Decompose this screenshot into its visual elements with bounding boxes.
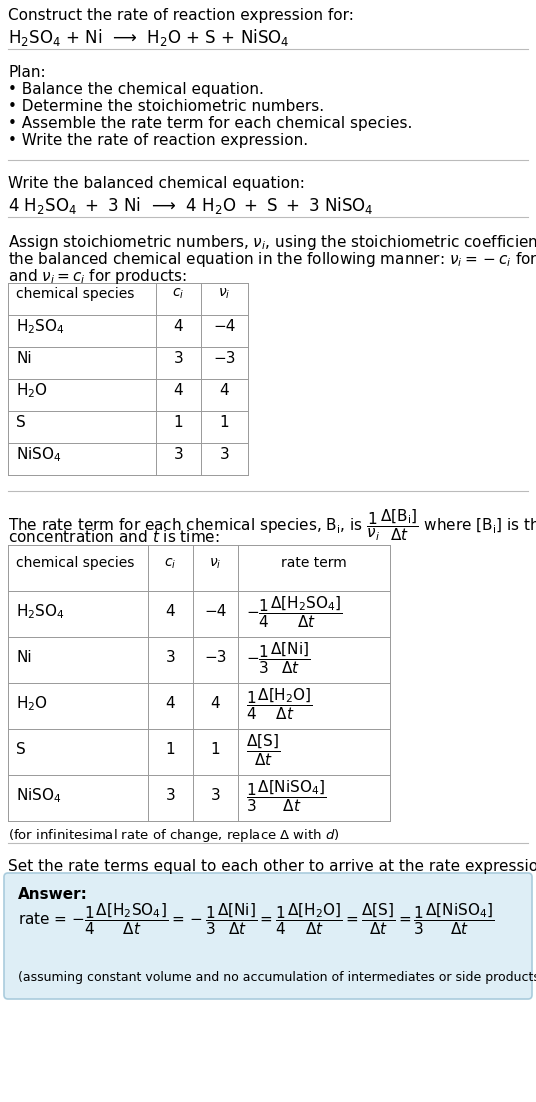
Text: 3: 3 bbox=[166, 650, 175, 666]
Text: $\dfrac{1}{4}\dfrac{\Delta[\mathrm{H_2O}]}{\Delta t}$: $\dfrac{1}{4}\dfrac{\Delta[\mathrm{H_2O}… bbox=[246, 685, 313, 722]
Text: • Balance the chemical equation.: • Balance the chemical equation. bbox=[8, 82, 264, 97]
Text: The rate term for each chemical species, $\mathrm{B_i}$, is $\dfrac{1}{\nu_i}\df: The rate term for each chemical species,… bbox=[8, 507, 536, 543]
Text: $\mathrm{H_2SO_4}$: $\mathrm{H_2SO_4}$ bbox=[16, 317, 65, 335]
Text: $\mathrm{NiSO_4}$: $\mathrm{NiSO_4}$ bbox=[16, 787, 62, 806]
Text: (for infinitesimal rate of change, replace $\Delta$ with $d$): (for infinitesimal rate of change, repla… bbox=[8, 826, 340, 844]
Text: $c_i$: $c_i$ bbox=[165, 557, 177, 571]
Text: $-\dfrac{1}{3}\dfrac{\Delta[\mathrm{Ni}]}{\Delta t}$: $-\dfrac{1}{3}\dfrac{\Delta[\mathrm{Ni}]… bbox=[246, 640, 310, 676]
Text: chemical species: chemical species bbox=[16, 288, 135, 301]
Text: $\dfrac{\Delta[\mathrm{S}]}{\Delta t}$: $\dfrac{\Delta[\mathrm{S}]}{\Delta t}$ bbox=[246, 732, 280, 768]
Text: −4: −4 bbox=[204, 604, 227, 619]
Text: 1: 1 bbox=[220, 414, 229, 430]
Text: • Determine the stoichiometric numbers.: • Determine the stoichiometric numbers. bbox=[8, 99, 324, 114]
Text: $-\dfrac{1}{4}\dfrac{\Delta[\mathrm{H_2SO_4}]}{\Delta t}$: $-\dfrac{1}{4}\dfrac{\Delta[\mathrm{H_2S… bbox=[246, 594, 343, 629]
Text: $\mathrm{NiSO_4}$: $\mathrm{NiSO_4}$ bbox=[16, 445, 62, 464]
Text: rate term: rate term bbox=[281, 557, 347, 571]
Text: 4: 4 bbox=[174, 382, 183, 398]
Text: Construct the rate of reaction expression for:: Construct the rate of reaction expressio… bbox=[8, 8, 354, 23]
Text: 1: 1 bbox=[174, 414, 183, 430]
Text: • Assemble the rate term for each chemical species.: • Assemble the rate term for each chemic… bbox=[8, 116, 412, 131]
Text: 1: 1 bbox=[166, 743, 175, 757]
Text: 4: 4 bbox=[174, 318, 183, 334]
Text: $\mathrm{4\ H_2SO_4\ +\ 3\ Ni}$  ⟶  $\mathrm{4\ H_2O\ +\ S\ +\ 3\ NiSO_4}$: $\mathrm{4\ H_2SO_4\ +\ 3\ Ni}$ ⟶ $\math… bbox=[8, 195, 374, 216]
Text: Set the rate terms equal to each other to arrive at the rate expression:: Set the rate terms equal to each other t… bbox=[8, 858, 536, 874]
Text: Assign stoichiometric numbers, $\nu_i$, using the stoichiometric coefficients, $: Assign stoichiometric numbers, $\nu_i$, … bbox=[8, 233, 536, 252]
Text: S: S bbox=[16, 743, 26, 757]
Text: $c_i$: $c_i$ bbox=[173, 287, 184, 302]
Text: $\mathrm{H_2SO_4}$: $\mathrm{H_2SO_4}$ bbox=[16, 603, 65, 622]
Text: −3: −3 bbox=[213, 350, 236, 366]
Text: 3: 3 bbox=[174, 446, 183, 462]
Text: 1: 1 bbox=[211, 743, 220, 757]
Text: 4: 4 bbox=[166, 696, 175, 711]
Text: S: S bbox=[16, 414, 26, 430]
Text: 3: 3 bbox=[174, 350, 183, 366]
Text: $\nu_i$: $\nu_i$ bbox=[209, 557, 222, 571]
Text: 4: 4 bbox=[220, 382, 229, 398]
Text: Write the balanced chemical equation:: Write the balanced chemical equation: bbox=[8, 176, 305, 191]
Text: 3: 3 bbox=[166, 788, 175, 803]
Text: Ni: Ni bbox=[16, 650, 32, 666]
Text: $\mathrm{H_2SO_4}$ + Ni  ⟶  $\mathrm{H_2O}$ + S + $\mathrm{NiSO_4}$: $\mathrm{H_2SO_4}$ + Ni ⟶ $\mathrm{H_2O}… bbox=[8, 28, 289, 48]
FancyBboxPatch shape bbox=[4, 873, 532, 1000]
Text: −4: −4 bbox=[213, 318, 236, 334]
Text: $\dfrac{1}{3}\dfrac{\Delta[\mathrm{NiSO_4}]}{\Delta t}$: $\dfrac{1}{3}\dfrac{\Delta[\mathrm{NiSO_… bbox=[246, 778, 326, 813]
Text: (assuming constant volume and no accumulation of intermediates or side products): (assuming constant volume and no accumul… bbox=[18, 971, 536, 983]
Text: 3: 3 bbox=[220, 446, 229, 462]
Text: 3: 3 bbox=[211, 788, 220, 803]
Text: chemical species: chemical species bbox=[16, 557, 135, 571]
Text: concentration and $t$ is time:: concentration and $t$ is time: bbox=[8, 529, 220, 545]
Text: Answer:: Answer: bbox=[18, 887, 88, 903]
Text: and $\nu_i = c_i$ for products:: and $\nu_i = c_i$ for products: bbox=[8, 267, 187, 287]
Text: Plan:: Plan: bbox=[8, 65, 46, 80]
Text: $\mathrm{H_2O}$: $\mathrm{H_2O}$ bbox=[16, 694, 48, 713]
Text: rate = $-\dfrac{1}{4}\dfrac{\Delta[\mathrm{H_2SO_4}]}{\Delta t} = -\dfrac{1}{3}\: rate = $-\dfrac{1}{4}\dfrac{\Delta[\math… bbox=[18, 901, 494, 937]
Text: 4: 4 bbox=[211, 696, 220, 711]
Text: • Write the rate of reaction expression.: • Write the rate of reaction expression. bbox=[8, 133, 308, 148]
Text: the balanced chemical equation in the following manner: $\nu_i = -c_i$ for react: the balanced chemical equation in the fo… bbox=[8, 250, 536, 269]
Text: $\mathrm{H_2O}$: $\mathrm{H_2O}$ bbox=[16, 381, 48, 400]
Text: Ni: Ni bbox=[16, 350, 32, 366]
Text: −3: −3 bbox=[204, 650, 227, 666]
Text: 4: 4 bbox=[166, 604, 175, 619]
Text: $\nu_i$: $\nu_i$ bbox=[218, 287, 230, 302]
